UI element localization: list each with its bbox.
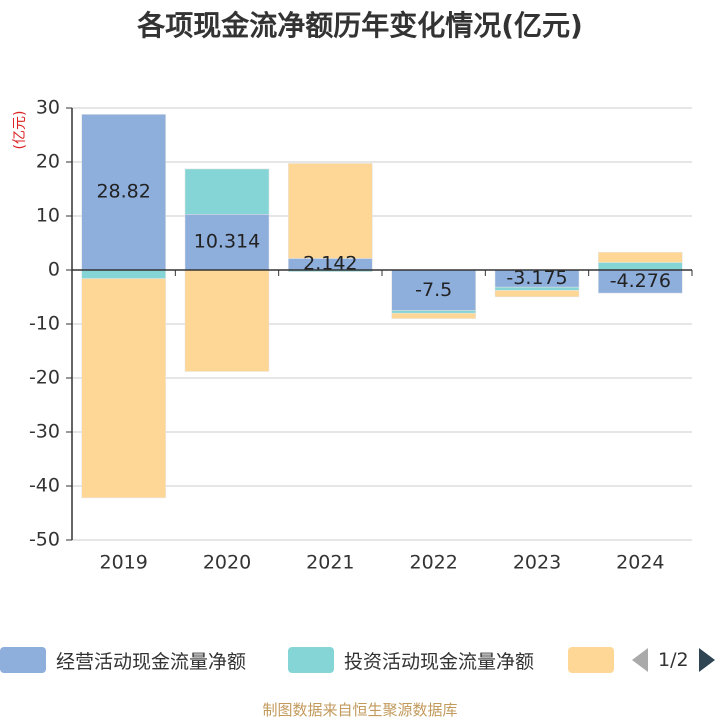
x-tick-label-2020: 2020 [203, 552, 251, 574]
data-label-2020: 10.314 [194, 231, 260, 253]
data-label-2019: 28.82 [96, 181, 150, 203]
data-labels: 28.82 10.314 2.142 -7.5 -3.175 -4.276 [96, 181, 670, 301]
legend-item-investing[interactable]: 投资活动现金流量净额 [288, 644, 534, 676]
y-tick-label: 0 [48, 259, 60, 281]
y-tick-label: 20 [36, 151, 60, 173]
data-label-2023: -3.175 [506, 267, 567, 289]
legend-pager: 1/2 [632, 644, 715, 676]
bars [81, 114, 683, 499]
y-tick-label: -20 [29, 367, 60, 389]
legend-page-indicator: 1/2 [658, 649, 689, 671]
bar-series2-2022[interactable] [391, 312, 476, 319]
chart-title: 各项现金流净额历年变化情况(亿元) [137, 9, 583, 42]
x-tick-label-2023: 2023 [513, 552, 561, 574]
x-tick-label-2021: 2021 [306, 552, 354, 574]
bar-series0-2022[interactable] [391, 269, 476, 311]
bar-series2-2019[interactable] [81, 278, 166, 499]
axes: 30 20 10 0 -10 -20 -30 -40 -50 2019 2020 2021 2022 20… [29, 97, 693, 574]
bar-series2-2021[interactable] [288, 163, 373, 259]
legend-item-operating[interactable]: 经营活动现金流量净额 [0, 644, 246, 676]
x-tick-label-2022: 2022 [409, 552, 457, 574]
y-tick-label: 10 [36, 205, 60, 227]
y-tick-label: -30 [29, 421, 60, 443]
legend-label-operating: 经营活动现金流量净额 [56, 650, 247, 673]
legend-prev-arrow-icon[interactable] [632, 648, 648, 672]
bar-series1-2020[interactable] [184, 168, 270, 215]
bar-series2-2023[interactable] [494, 290, 580, 298]
y-tick-label: 30 [36, 97, 60, 119]
bar-series1-2022[interactable] [391, 310, 476, 314]
y-tick-label: -10 [29, 313, 60, 335]
data-label-2024: -4.276 [610, 270, 671, 292]
legend-swatch-investing [288, 647, 334, 673]
y-tick-label: -40 [29, 475, 60, 497]
bar-series1-2019[interactable] [81, 269, 166, 279]
x-tick-label-2019: 2019 [99, 552, 147, 574]
legend-swatch-third [568, 647, 614, 673]
y-tick-label: -50 [29, 529, 60, 551]
source-note: 制图数据来自恒生聚源数据库 [262, 701, 458, 719]
bar-series2-2024[interactable] [598, 251, 683, 263]
legend: 经营活动现金流量净额 投资活动现金流量净额 [0, 644, 720, 676]
bar-series1-2024[interactable] [598, 262, 683, 271]
legend-item-third[interactable] [568, 644, 614, 676]
data-label-2021: 2.142 [303, 253, 357, 275]
y-axis-title: (亿元) [12, 111, 28, 150]
x-tick-label-2024: 2024 [616, 552, 664, 574]
data-label-2022: -7.5 [415, 279, 452, 301]
legend-label-investing: 投资活动现金流量净额 [344, 650, 535, 673]
bar-series0-2019[interactable] [81, 114, 166, 271]
legend-next-arrow-icon[interactable] [698, 648, 715, 672]
legend-swatch-operating [0, 647, 46, 673]
bar-series2-2020[interactable] [184, 269, 270, 372]
